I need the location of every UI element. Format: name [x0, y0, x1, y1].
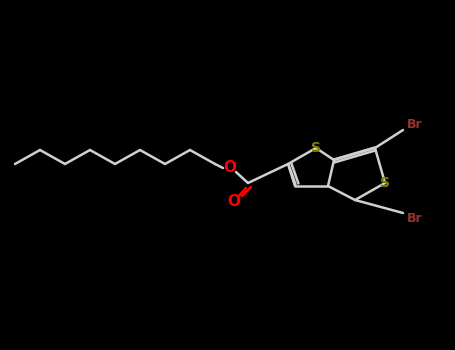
Text: S: S [311, 141, 321, 155]
Text: Br: Br [407, 211, 423, 224]
Text: O: O [228, 194, 241, 209]
Text: S: S [380, 176, 390, 190]
Text: O: O [223, 161, 237, 175]
Text: Br: Br [407, 119, 423, 132]
